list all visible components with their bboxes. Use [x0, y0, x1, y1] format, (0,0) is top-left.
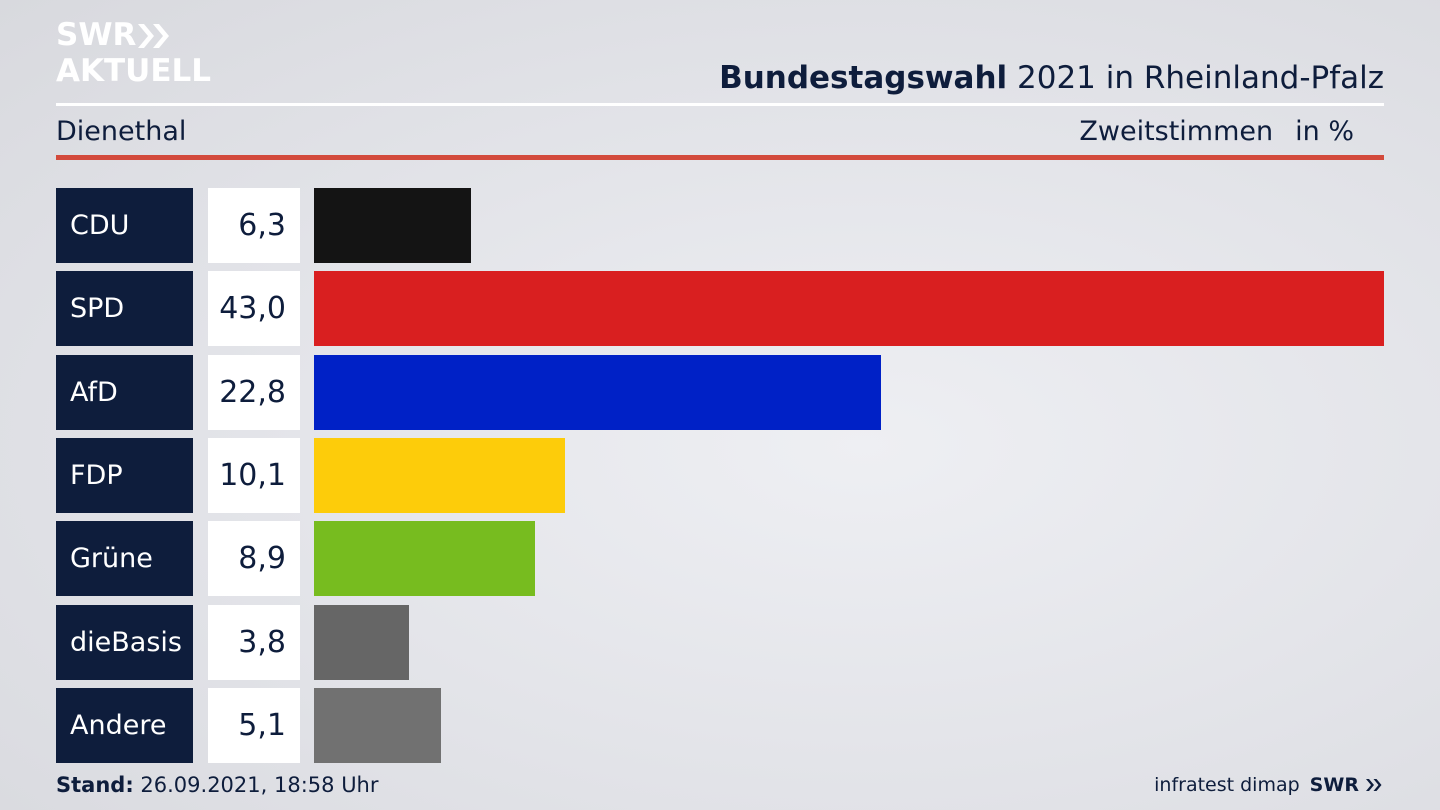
bar — [314, 688, 441, 763]
party-label: dieBasis — [56, 605, 193, 680]
measure-unit: in % — [1295, 116, 1354, 147]
bar — [314, 521, 535, 596]
bar-row-grüne: Grüne 8,9 — [56, 521, 1384, 596]
logo-line-swr: SWR — [56, 17, 137, 53]
bar-row-andere: Andere 5,1 — [56, 688, 1384, 763]
timestamp: Stand: 26.09.2021, 18:58 Uhr — [56, 770, 379, 800]
value-label: 8,9 — [208, 521, 300, 596]
bar-row-fdp: FDP 10,1 — [56, 438, 1384, 513]
chart-title-rest: 2021 in Rheinland-Pfalz — [1007, 60, 1384, 96]
value-label: 22,8 — [208, 355, 300, 430]
party-label: Andere — [56, 688, 193, 763]
swr-aktuell-logo: SWR AKTUELL — [56, 18, 226, 90]
bar — [314, 355, 881, 430]
party-label: CDU — [56, 188, 193, 263]
party-label: FDP — [56, 438, 193, 513]
timestamp-label: Stand: — [56, 773, 134, 797]
measure-label: Zweitstimmen in % — [1079, 114, 1354, 150]
bar-row-cdu: CDU 6,3 — [56, 188, 1384, 263]
chevron-right-double-icon — [138, 24, 169, 48]
logo-line-aktuell: AKTUELL — [56, 53, 212, 89]
value-label: 3,8 — [208, 605, 300, 680]
timestamp-value: 26.09.2021, 18:58 Uhr — [140, 773, 379, 797]
source-credit: infratest dimap SWR — [1154, 771, 1384, 799]
accent-divider — [56, 155, 1384, 160]
chart-title-bold: Bundestagswahl — [719, 60, 1008, 96]
value-label: 5,1 — [208, 688, 300, 763]
bar-row-afd: AfD 22,8 — [56, 355, 1384, 430]
party-label: AfD — [56, 355, 193, 430]
bar-row-spd: SPD 43,0 — [56, 271, 1384, 346]
chart-title: Bundestagswahl 2021 in Rheinland-Pfalz — [719, 58, 1384, 98]
party-label: SPD — [56, 271, 193, 346]
bar — [314, 605, 409, 680]
bar — [314, 438, 565, 513]
bar — [314, 188, 471, 263]
party-label: Grüne — [56, 521, 193, 596]
value-label: 10,1 — [208, 438, 300, 513]
chevron-right-double-icon — [1366, 779, 1382, 791]
region-label: Dienethal — [56, 116, 187, 147]
value-label: 6,3 — [208, 188, 300, 263]
measure-name: Zweitstimmen — [1079, 116, 1274, 147]
bar-row-diebasis: dieBasis 3,8 — [56, 605, 1384, 680]
value-label: 43,0 — [208, 271, 300, 346]
source-name: infratest dimap — [1154, 774, 1300, 796]
footer-brand: SWR — [1309, 774, 1359, 796]
header-divider — [56, 103, 1384, 106]
bar — [314, 271, 1384, 346]
